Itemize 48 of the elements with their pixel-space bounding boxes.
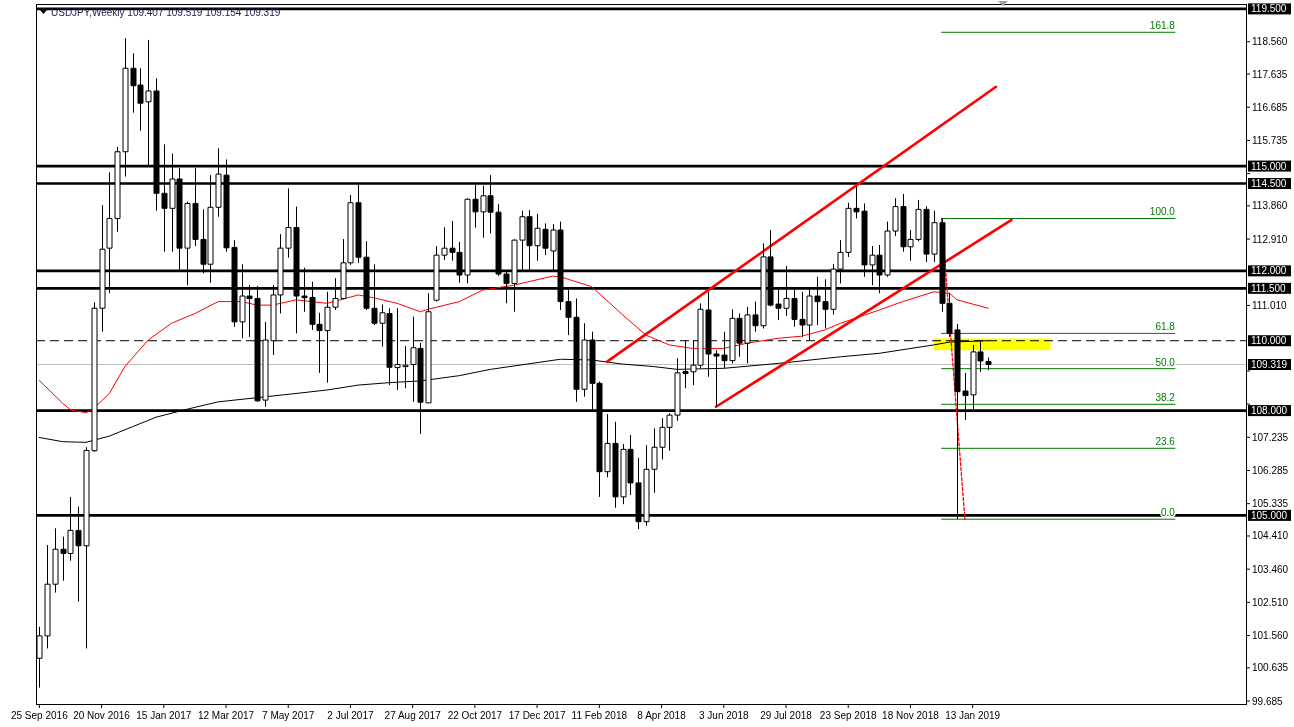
y-tick-label: 104.410 [1252, 530, 1289, 542]
series-label: 61.8 [1155, 321, 1176, 333]
x-tick-label: 18 Nov 2018 [882, 710, 940, 721]
y-tick-label: 118.560 [1252, 36, 1288, 48]
series-label: 161.8 [1149, 20, 1176, 32]
x-tick-label: 27 Aug 2017 [384, 710, 442, 721]
ref-line-label: 119.500 [1251, 3, 1287, 15]
ref-line-label: 105.000 [1251, 509, 1288, 521]
y-tick-label: 112.910 [1252, 233, 1288, 245]
series-label: 38.2 [1155, 392, 1176, 404]
x-tick-label: 2 Jul 2017 [327, 710, 374, 721]
x-tick-label: 20 Nov 2016 [73, 710, 131, 721]
ref-line-label: 115.000 [1251, 160, 1287, 172]
series-label: 50.0 [1155, 356, 1176, 368]
y-tick-label: 116.685 [1252, 101, 1288, 113]
x-tick-label: 17 Dec 2017 [508, 710, 566, 721]
x-tick-label: 8 Apr 2018 [637, 710, 687, 721]
x-tick-label: 25 Sep 2016 [10, 710, 69, 721]
y-tick-label: 106.285 [1252, 464, 1289, 476]
y-tick-label: 111.010 [1252, 299, 1288, 311]
x-tick-label: 23 Sep 2018 [819, 710, 878, 721]
y-tick-label: 105.335 [1252, 498, 1289, 510]
y-tick-label: 99.685 [1252, 695, 1284, 707]
ref-line-label: 114.500 [1251, 178, 1287, 190]
x-tick-label: 22 Oct 2017 [447, 710, 503, 721]
ref-line-label: 110.000 [1251, 335, 1287, 347]
y-tick-label: 103.460 [1252, 563, 1289, 575]
y-tick-label: 100.635 [1252, 662, 1289, 674]
series-label: 100.0 [1149, 206, 1176, 218]
chart-title: USDJPY,Weekly 109.407 109.519 109.154 109.319 [51, 7, 281, 18]
x-tick-label: 13 Jan 2019 [945, 710, 1001, 721]
y-tick-label: 101.560 [1252, 630, 1289, 642]
ref-line-label: 108.000 [1251, 405, 1288, 417]
y-tick-label: 117.635 [1252, 68, 1288, 80]
y-tick-label: 113.860 [1252, 200, 1288, 212]
ref-line-label: 112.000 [1251, 265, 1287, 277]
series-label: 23.6 [1155, 436, 1176, 448]
ref-line-label: 109.319 [1251, 359, 1288, 371]
x-tick-label: 29 Jul 2018 [760, 710, 813, 721]
x-tick-label: 7 May 2017 [262, 710, 315, 721]
y-tick-label: 107.235 [1252, 431, 1289, 443]
x-tick-label: 12 Mar 2017 [197, 710, 255, 721]
y-tick-label: 115.735 [1252, 134, 1288, 146]
y-tick-label: 102.510 [1252, 596, 1289, 608]
x-tick-label: 11 Feb 2018 [571, 710, 628, 721]
x-tick-label: 15 Jan 2017 [136, 710, 192, 721]
x-tick-label: 3 Jun 2018 [699, 710, 749, 721]
ref-line-label: 111.500 [1251, 282, 1287, 294]
